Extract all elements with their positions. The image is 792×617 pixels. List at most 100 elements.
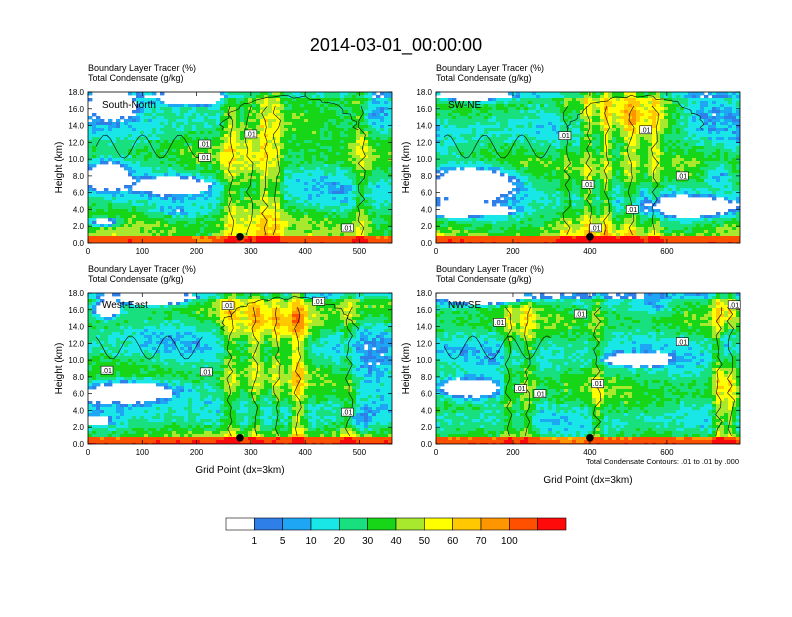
heatmap-cell [532, 143, 536, 146]
heatmap-cell [344, 146, 348, 149]
heatmap-cell [348, 101, 352, 104]
heatmap-cell [580, 95, 584, 98]
heatmap-cell [384, 137, 388, 140]
heatmap-cell [120, 125, 124, 128]
heatmap-cell [88, 218, 92, 221]
heatmap-cell [292, 200, 296, 203]
heatmap-cell [384, 194, 388, 197]
heatmap-cell [192, 239, 196, 242]
heatmap-cell [616, 146, 620, 149]
heatmap-cell [376, 170, 380, 173]
heatmap-cell [116, 212, 120, 215]
heatmap-cell [180, 170, 184, 173]
heatmap-cell [188, 167, 192, 170]
heatmap-cell [340, 176, 344, 179]
heatmap-cell [204, 113, 208, 116]
heatmap-cell [140, 167, 144, 170]
heatmap-cell [268, 197, 272, 200]
heatmap-cell [192, 137, 196, 140]
heatmap-cell [160, 101, 164, 104]
heatmap-cell [284, 137, 288, 140]
heatmap-cell [324, 116, 328, 119]
heatmap-cell [640, 98, 644, 101]
heatmap-cell [368, 215, 372, 218]
heatmap-cell [224, 197, 228, 200]
heatmap-cell [324, 164, 328, 167]
heatmap-cell [168, 218, 172, 221]
heatmap-cell [272, 116, 276, 119]
heatmap-cell [240, 167, 244, 170]
heatmap-cell [648, 101, 652, 104]
heatmap-cell [520, 95, 524, 98]
heatmap-cell [252, 110, 256, 113]
heatmap-cell [112, 125, 116, 128]
heatmap-cell [240, 203, 244, 206]
heatmap-cell [232, 236, 236, 239]
heatmap-cell [240, 140, 244, 143]
heatmap-cell [364, 188, 368, 191]
heatmap-cell [308, 173, 312, 176]
heatmap-cell [356, 173, 360, 176]
heatmap-cell [116, 194, 120, 197]
heatmap-cell [148, 131, 152, 134]
heatmap-cell [448, 125, 452, 128]
heatmap-cell [180, 110, 184, 113]
heatmap-cell [132, 215, 136, 218]
heatmap-cell [228, 104, 232, 107]
heatmap-cell [120, 131, 124, 134]
heatmap-cell [344, 134, 348, 137]
heatmap-cell [232, 212, 236, 215]
heatmap-cell [464, 125, 468, 128]
heatmap-cell [276, 140, 280, 143]
heatmap-cell [216, 206, 220, 209]
heatmap-cell [620, 137, 624, 140]
heatmap-cell [368, 185, 372, 188]
heatmap-cell [136, 230, 140, 233]
heatmap-cell [496, 98, 500, 101]
heatmap-cell [724, 143, 728, 146]
heatmap-cell [492, 122, 496, 125]
heatmap-cell [236, 185, 240, 188]
heatmap-cell [104, 122, 108, 125]
heatmap-cell [288, 230, 292, 233]
heatmap-cell [244, 104, 248, 107]
heatmap-cell [240, 218, 244, 221]
heatmap-cell [188, 203, 192, 206]
heatmap-cell [644, 101, 648, 104]
heatmap-cell [172, 233, 176, 236]
heatmap-cell [220, 239, 224, 242]
heatmap-cell [144, 191, 148, 194]
heatmap-cell [172, 215, 176, 218]
heatmap-cell [192, 242, 196, 245]
heatmap-cell [204, 197, 208, 200]
heatmap-cell [504, 128, 508, 131]
heatmap-cell [444, 113, 448, 116]
heatmap-cell [340, 170, 344, 173]
heatmap-cell [328, 122, 332, 125]
heatmap-cell [372, 176, 376, 179]
heatmap-cell [212, 104, 216, 107]
heatmap-cell [96, 197, 100, 200]
heatmap-cell [376, 131, 380, 134]
heatmap-cell [324, 224, 328, 227]
heatmap-cell [244, 218, 248, 221]
heatmap-cell [516, 113, 520, 116]
heatmap-cell [384, 110, 388, 113]
heatmap-cell [220, 179, 224, 182]
heatmap-cell [656, 134, 660, 137]
heatmap-cell [676, 98, 680, 101]
heatmap-cell [524, 122, 528, 125]
heatmap-cell [228, 197, 232, 200]
heatmap-cell [596, 143, 600, 146]
heatmap-cell [204, 149, 208, 152]
heatmap-cell [380, 119, 384, 122]
heatmap-cell [236, 170, 240, 173]
heatmap-cell [668, 110, 672, 113]
heatmap-cell [192, 116, 196, 119]
heatmap-cell [208, 113, 212, 116]
heatmap-cell [664, 125, 668, 128]
heatmap-cell [100, 194, 104, 197]
heatmap-cell [144, 140, 148, 143]
heatmap-cell [128, 173, 132, 176]
heatmap-cell [280, 110, 284, 113]
